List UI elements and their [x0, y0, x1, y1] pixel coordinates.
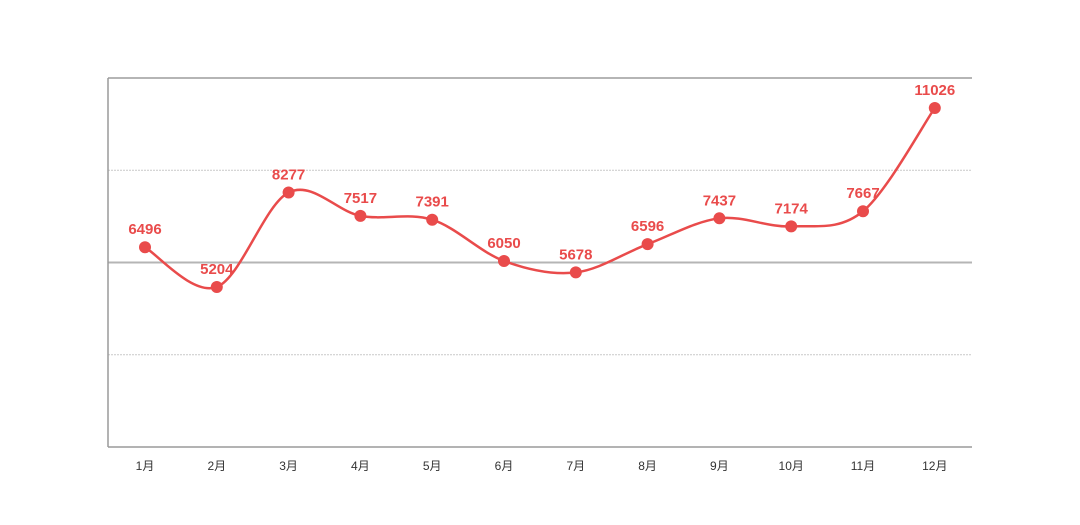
x-tick-label: 5月 [423, 459, 442, 473]
data-point [426, 213, 439, 226]
x-tick-label: 1月 [136, 459, 155, 473]
x-tick-label: 6月 [495, 459, 514, 473]
data-label: 6596 [631, 218, 664, 235]
x-tick-label: 11月 [851, 459, 875, 473]
data-label: 11026 [914, 82, 955, 99]
data-points [139, 101, 941, 293]
data-labels: 6496 5204 8277 7517 7391 6050 5678 6596 7437 7174… [128, 82, 955, 278]
axes [107, 78, 972, 448]
x-tick-label: 2月 [207, 459, 226, 473]
data-point [569, 266, 582, 279]
data-point [713, 212, 726, 225]
data-point [282, 186, 295, 199]
x-tick-label: 12月 [922, 459, 947, 473]
data-label: 8277 [272, 166, 305, 183]
data-label: 7517 [344, 190, 377, 207]
data-point [785, 220, 798, 233]
x-tick-label: 7月 [566, 459, 585, 473]
data-label: 5678 [559, 246, 592, 263]
x-tick-label: 8月 [638, 459, 657, 473]
data-point [139, 241, 151, 254]
series-line [144, 107, 936, 290]
data-label: 7667 [846, 185, 879, 202]
data-point [857, 205, 869, 218]
series-line-layer [144, 107, 936, 290]
data-label: 6496 [128, 221, 161, 238]
data-label: 7391 [416, 194, 449, 211]
data-label: 7174 [775, 200, 809, 217]
x-tick-label: 4月 [351, 459, 370, 473]
x-tick-label: 3月 [279, 459, 298, 473]
data-label: 6050 [487, 235, 520, 252]
x-tick-label: 9月 [710, 459, 729, 473]
data-label: 7437 [703, 192, 736, 209]
data-point [354, 209, 367, 222]
data-point [498, 254, 510, 267]
x-tick-labels: 1月 2月 3月 4月 5月 6月 7月 8月 9月 10月 11月 12月 [136, 459, 948, 473]
data-point [641, 238, 654, 251]
data-point [210, 280, 223, 293]
data-point [928, 101, 941, 114]
x-tick-label: 10月 [779, 459, 804, 473]
data-label: 5204 [200, 261, 234, 278]
gridlines [108, 77, 972, 356]
